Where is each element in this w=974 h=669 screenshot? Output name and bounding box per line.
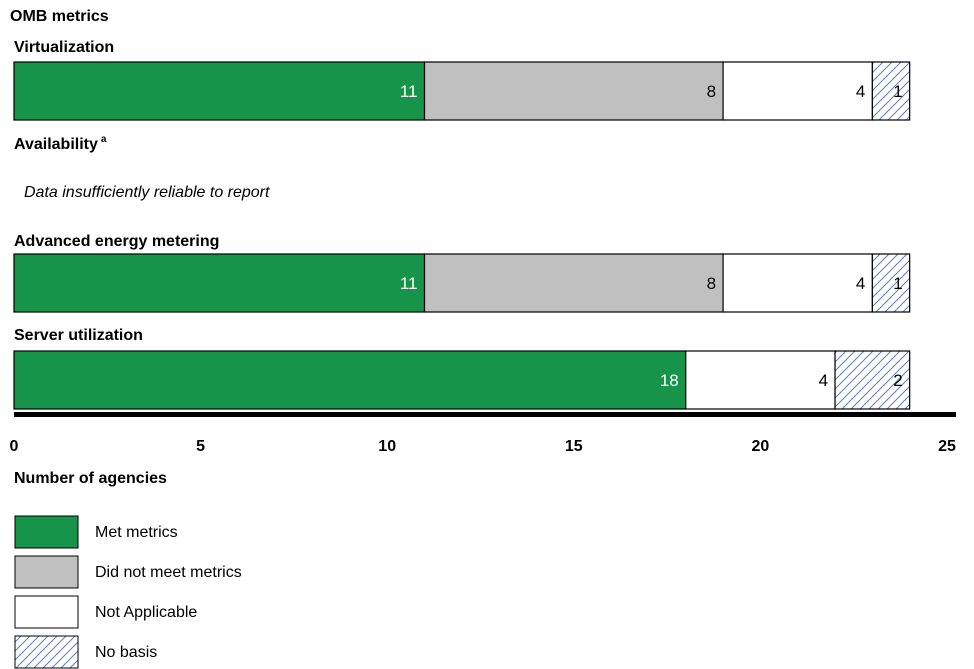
chart-title: OMB metrics xyxy=(10,8,109,25)
row-label: Advanced energy metering xyxy=(14,233,219,250)
segment-value-label: 4 xyxy=(856,82,865,101)
legend-label: Not Applicable xyxy=(95,604,197,621)
legend-swatch xyxy=(14,635,79,669)
x-tick-label: 25 xyxy=(938,438,956,455)
segment-value-label: 8 xyxy=(707,82,716,101)
legend-swatch xyxy=(14,555,79,589)
segment-value-label: 4 xyxy=(819,371,828,390)
bar-segment xyxy=(834,350,911,410)
segment-value-label: 18 xyxy=(660,371,679,390)
legend-label: Met metrics xyxy=(95,524,178,541)
bar-segment xyxy=(685,350,836,410)
x-tick-label: 0 xyxy=(10,438,19,455)
x-axis-line xyxy=(14,412,956,417)
legend: Met metrics Did not meet metrics Not Appli… xyxy=(14,515,242,669)
legend-label: No basis xyxy=(95,644,157,661)
bar-segment xyxy=(13,61,426,121)
bar-segment xyxy=(423,61,724,121)
bar-segment xyxy=(13,350,687,410)
row-label: Availability a xyxy=(14,134,107,153)
bar-segment xyxy=(423,253,724,313)
segment-value-label: 11 xyxy=(400,274,418,293)
legend-label: Did not meet metrics xyxy=(95,564,242,581)
bar-segment xyxy=(722,61,873,121)
segment-value-label: 1 xyxy=(893,274,902,293)
row-label: Server utilization xyxy=(14,327,143,344)
row-label: Virtualization xyxy=(14,39,114,56)
legend-swatch xyxy=(14,595,79,629)
row-note: Data insufficiently reliable to report xyxy=(24,184,270,201)
bar-segment xyxy=(871,253,911,313)
segment-value-label: 2 xyxy=(893,371,902,390)
x-axis-ticks: 0 5 10 15 20 25 xyxy=(10,438,956,455)
segment-value-label: 8 xyxy=(707,274,716,293)
x-axis-label: Number of agencies xyxy=(14,470,167,487)
segment-value-label: 1 xyxy=(893,82,902,101)
bar-segment xyxy=(13,253,426,313)
segment-value-label: 4 xyxy=(856,274,865,293)
bar-segment xyxy=(722,253,873,313)
segment-value-label: 11 xyxy=(400,82,418,101)
row-label-superscript: a xyxy=(101,134,107,145)
x-tick-label: 15 xyxy=(565,438,583,455)
bar-segment xyxy=(871,61,911,121)
legend-swatch xyxy=(14,515,79,549)
x-tick-label: 5 xyxy=(196,438,205,455)
x-tick-label: 20 xyxy=(752,438,770,455)
x-tick-label: 10 xyxy=(378,438,396,455)
